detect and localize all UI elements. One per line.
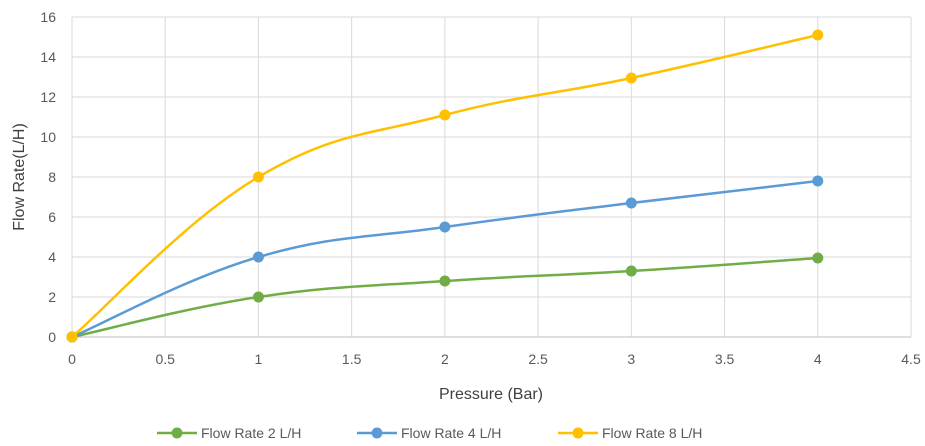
x-tick-label: 4 [814,351,822,367]
data-point [439,221,451,233]
data-point [625,72,637,84]
y-tick-label: 12 [40,89,56,105]
data-point [812,175,824,187]
x-tick-label: 3.5 [715,351,735,367]
data-point [252,171,264,183]
gridlines [71,16,912,337]
x-tick-label: 1.5 [342,351,362,367]
y-tick-label: 16 [40,9,56,25]
y-tick-label: 0 [48,329,56,345]
y-tick-label: 8 [48,169,56,185]
data-point [439,109,451,121]
data-point [625,197,637,209]
data-point [812,252,824,264]
y-tick-label: 6 [48,209,56,225]
legend: Flow Rate 2 L/H Flow Rate 4 L/H Flow Rate … [157,425,702,441]
legend-marker [171,427,183,439]
series-group [66,29,824,343]
data-point [439,275,451,287]
x-tick-label: 1 [255,351,263,367]
data-point [812,29,824,41]
data-point [625,265,637,277]
legend-marker [572,427,584,439]
x-tick-label: 4.5 [901,351,921,367]
legend-label: Flow Rate 4 L/H [401,425,501,441]
x-tick-label: 3 [627,351,635,367]
legend-marker [371,427,383,439]
data-point [66,331,78,343]
y-tick-labels: 0 2 4 6 8 10 12 14 16 [40,9,56,345]
data-point [252,251,264,263]
x-tick-label: 2.5 [528,351,548,367]
x-tick-label: 0.5 [155,351,175,367]
legend-item: Flow Rate 4 L/H [357,425,501,441]
legend-item: Flow Rate 8 L/H [558,425,702,441]
y-tick-label: 4 [48,249,56,265]
data-point [252,291,264,303]
x-tick-labels: 0 0.5 1 1.5 2 2.5 3 3.5 4 4.5 [68,351,921,367]
legend-label: Flow Rate 2 L/H [201,425,301,441]
y-axis-title: Flow Rate(L/H) [11,123,28,231]
y-tick-label: 2 [48,289,56,305]
y-tick-label: 14 [40,49,56,65]
x-tick-label: 2 [441,351,449,367]
legend-label: Flow Rate 8 L/H [602,425,702,441]
legend-item: Flow Rate 2 L/H [157,425,301,441]
y-tick-label: 10 [40,129,56,145]
series-line [71,33,819,338]
x-tick-label: 0 [68,351,76,367]
x-axis-title: Pressure (Bar) [439,386,543,403]
